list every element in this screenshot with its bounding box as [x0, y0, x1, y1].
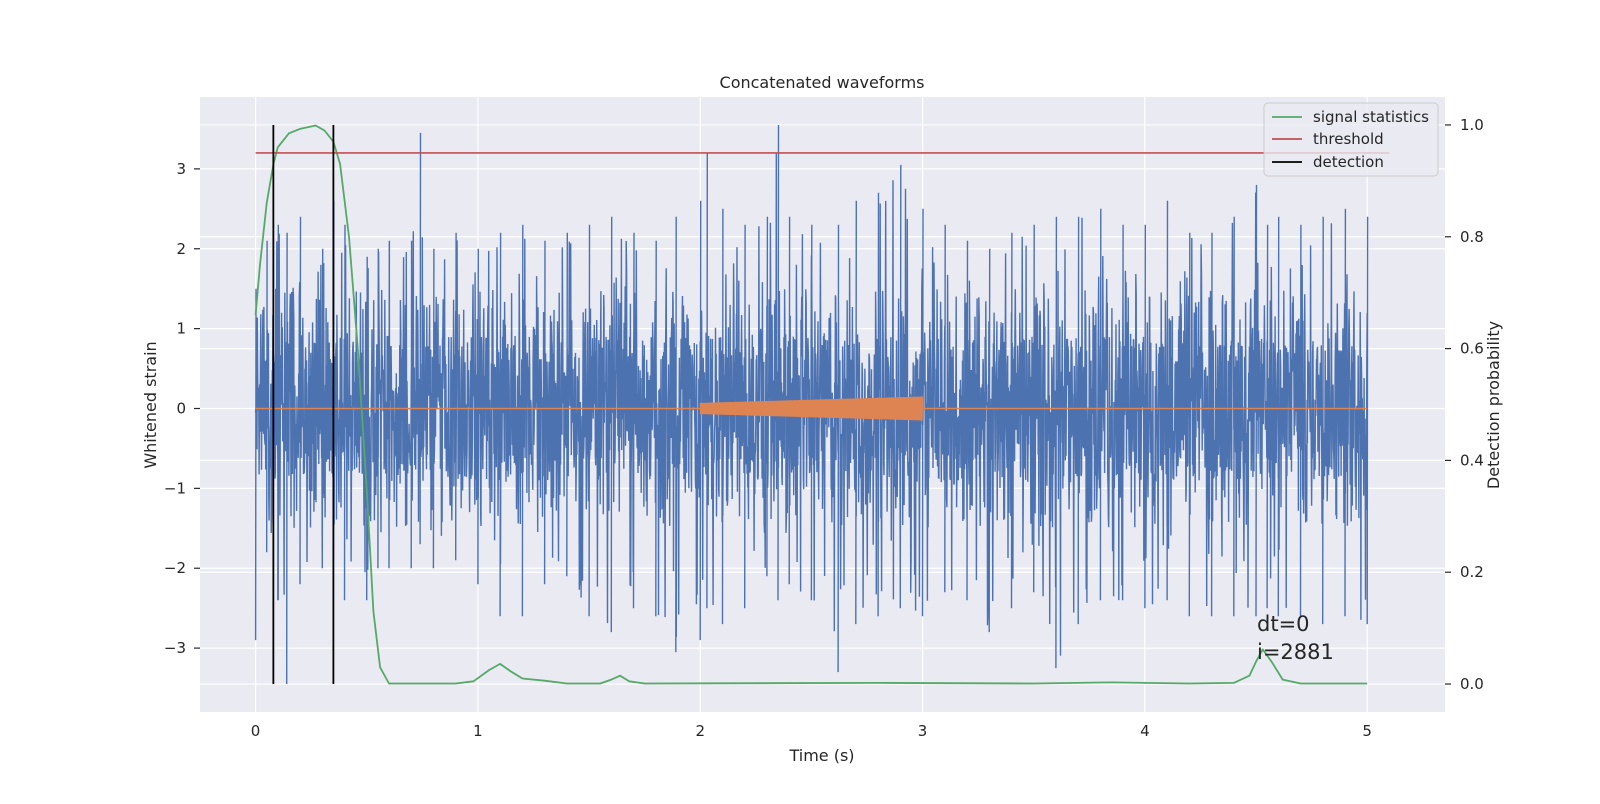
annotation-index: i=2881	[1257, 640, 1334, 664]
x-tick-label-1: 1	[473, 722, 483, 740]
y-tick-label-right-2: 0.6	[1460, 340, 1484, 358]
y-tick-label-left-2: 1	[176, 320, 186, 338]
y-axis-label-left: Whitened strain	[141, 341, 160, 468]
y-tick-label-right-5: 0.0	[1460, 675, 1484, 693]
legend-label-threshold: threshold	[1313, 130, 1384, 148]
y-tick-label-left-0: 3	[176, 160, 186, 178]
detection-lines	[272, 124, 335, 685]
x-axis-label: Time (s)	[788, 746, 854, 765]
signal-statistics-line	[254, 124, 1368, 685]
y-tick-label-left-5: −2	[164, 559, 186, 577]
x-tick-label-0: 0	[251, 722, 261, 740]
ticks: 0 1 2 3 4 5 3 2 1 0 −1 −2 −3 1.0 0.8 0.6 0.4 0.2 0.0	[164, 116, 1484, 740]
x-tick-label-2: 2	[695, 722, 705, 740]
y-tick-label-left-1: 2	[176, 240, 186, 258]
legend-box	[1263, 102, 1439, 177]
y-tick-label-right-3: 0.4	[1460, 451, 1484, 469]
y-tick-label-right-1: 0.8	[1460, 228, 1484, 246]
x-tick-label-4: 4	[1140, 722, 1150, 740]
signal-statistics-series	[254, 124, 1368, 685]
annotation-dt: dt=0	[1257, 612, 1310, 636]
injected-series	[255, 396, 1368, 421]
legend: signal statistics threshold detection	[1263, 102, 1439, 177]
y-tick-label-right-4: 0.2	[1460, 563, 1484, 581]
injected-chirp	[699, 396, 924, 421]
chart-title: Concatenated waveforms	[720, 73, 925, 92]
y-tick-label-left-6: −3	[164, 639, 186, 657]
y-tick-label-right-0: 1.0	[1460, 116, 1484, 134]
y-tick-label-left-3: 0	[176, 399, 186, 417]
y-axis-label-right: Detection probability	[1484, 321, 1503, 489]
legend-label-detection: detection	[1313, 153, 1384, 171]
y-tick-label-left-4: −1	[164, 479, 186, 497]
x-tick-label-3: 3	[918, 722, 928, 740]
x-tick-label-5: 5	[1362, 722, 1372, 740]
legend-label-signal-statistics: signal statistics	[1313, 108, 1429, 126]
